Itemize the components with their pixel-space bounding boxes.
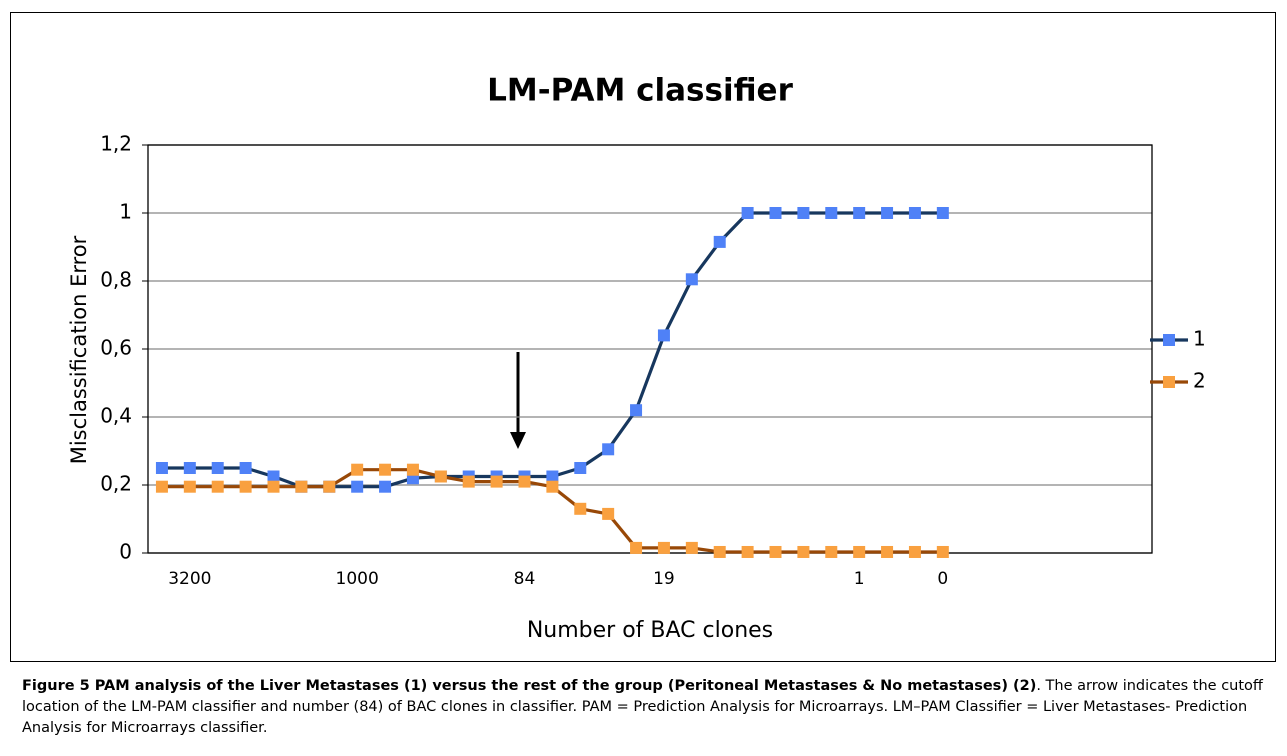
y-tick-label: 0 <box>119 540 132 564</box>
y-tick-label: 0,4 <box>100 404 132 428</box>
data-point <box>685 273 698 286</box>
chart-frame <box>10 12 1276 662</box>
legend-marker <box>1163 334 1175 346</box>
x-tick-label: 0 <box>937 569 948 589</box>
data-point <box>574 462 587 474</box>
data-point <box>602 507 615 520</box>
data-point <box>657 329 670 342</box>
data-point <box>211 480 224 493</box>
data-point <box>908 207 921 219</box>
data-point <box>602 443 615 456</box>
chart: LM-PAM classifier Misclassification Erro… <box>67 73 1206 644</box>
data-point <box>295 480 308 493</box>
data-point <box>685 541 698 554</box>
data-point <box>546 480 559 493</box>
caption-bold: Figure 5 PAM analysis of the Liver Metas… <box>22 678 1037 694</box>
data-point <box>155 462 168 474</box>
data-point <box>183 462 196 474</box>
data-point <box>741 545 754 558</box>
data-point <box>713 545 726 558</box>
data-point <box>239 462 252 474</box>
data-point <box>713 235 726 248</box>
data-point <box>490 475 503 488</box>
data-point <box>211 462 224 474</box>
data-point <box>379 480 392 493</box>
plot-border <box>147 144 1153 554</box>
legend-label: 1 <box>1193 327 1206 351</box>
y-tick-label: 0,8 <box>100 268 132 292</box>
data-point <box>769 545 782 558</box>
data-point <box>546 470 559 483</box>
data-point <box>853 207 866 219</box>
y-tick-label: 1 <box>119 200 132 224</box>
caption-text: . The arrow indicates the cutoff locatio… <box>22 678 1263 736</box>
data-point <box>351 463 364 476</box>
legend-marker <box>1163 376 1175 388</box>
data-point <box>769 207 782 219</box>
series-line <box>161 211 943 489</box>
data-point <box>853 545 866 558</box>
x-tick-label: 19 <box>653 569 675 589</box>
data-point <box>630 404 643 417</box>
data-point <box>881 545 894 558</box>
data-point <box>379 463 392 476</box>
data-point <box>741 207 754 219</box>
data-point <box>797 207 810 219</box>
data-point <box>936 207 949 219</box>
x-tick-label: 1000 <box>336 569 379 589</box>
data-point <box>825 545 838 558</box>
data-point <box>434 470 447 483</box>
data-point <box>574 502 587 515</box>
data-point <box>155 480 168 493</box>
x-axis-label: Number of BAC clones <box>527 618 773 643</box>
data-point <box>183 480 196 493</box>
y-tick-label: 0,6 <box>100 336 132 360</box>
data-point <box>323 480 336 493</box>
x-tick-label: 3200 <box>168 569 211 589</box>
y-axis-label: Misclassification Error <box>67 235 91 464</box>
data-point <box>267 480 280 493</box>
arrow-head <box>510 432 526 449</box>
data-point <box>518 475 531 488</box>
data-point <box>657 541 670 554</box>
y-tick-label: 0,2 <box>100 472 132 496</box>
legend-label: 2 <box>1193 369 1206 393</box>
figure-caption: Figure 5 PAM analysis of the Liver Metas… <box>22 676 1270 739</box>
y-tick-label: 1,2 <box>100 132 132 156</box>
chart-title: LM-PAM classifier <box>487 73 793 109</box>
data-point <box>630 541 643 554</box>
x-tick-label: 84 <box>514 569 536 589</box>
data-point <box>797 545 810 558</box>
data-point <box>825 207 838 219</box>
data-point <box>908 545 921 558</box>
data-point <box>239 480 252 493</box>
data-point <box>406 463 419 476</box>
data-point <box>267 470 280 483</box>
x-tick-label: 1 <box>854 569 865 589</box>
data-point <box>936 545 949 558</box>
data-point <box>462 475 475 488</box>
arrow <box>510 352 526 449</box>
data-point <box>881 207 894 219</box>
data-point <box>351 480 364 493</box>
